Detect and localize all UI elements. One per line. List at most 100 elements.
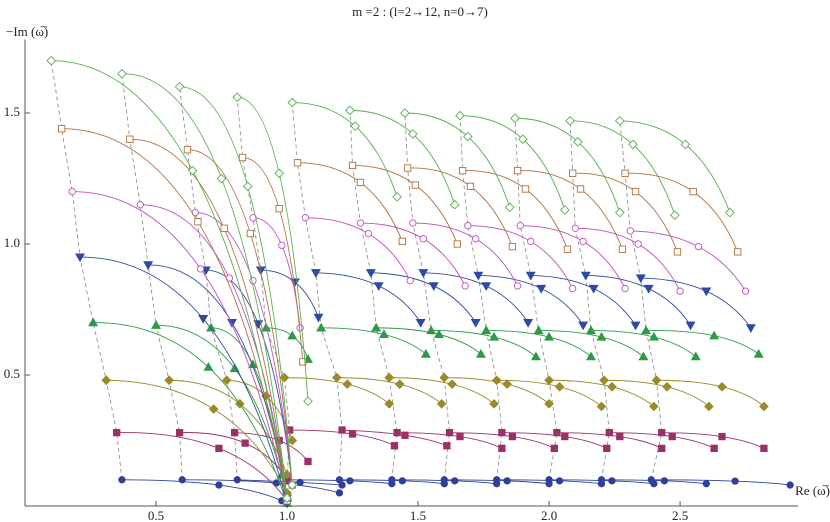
- series: [46, 55, 735, 503]
- marker: [628, 139, 638, 150]
- curve: [572, 172, 678, 253]
- marker: [647, 476, 655, 484]
- marker: [605, 428, 613, 437]
- marker: [434, 329, 444, 339]
- curve: [646, 329, 759, 355]
- marker: [113, 428, 121, 437]
- dashed-connector: [404, 112, 450, 480]
- curve: [72, 191, 288, 501]
- dashed-connector: [349, 110, 398, 480]
- marker: [621, 169, 629, 177]
- marker: [215, 444, 223, 453]
- series: [68, 187, 750, 505]
- marker: [299, 358, 307, 366]
- curve: [121, 479, 282, 502]
- marker: [473, 271, 484, 281]
- marker: [287, 480, 298, 490]
- curve: [520, 225, 626, 289]
- marker: [690, 351, 701, 361]
- marker: [597, 476, 606, 484]
- marker: [508, 242, 517, 251]
- marker: [398, 477, 406, 485]
- marker: [571, 224, 579, 232]
- marker: [573, 136, 583, 147]
- marker: [364, 229, 372, 238]
- marker: [525, 271, 536, 281]
- marker: [741, 287, 750, 295]
- marker: [463, 131, 473, 142]
- marker: [384, 398, 395, 409]
- marker: [554, 381, 565, 392]
- marker: [287, 330, 298, 340]
- curve: [407, 167, 513, 247]
- marker: [406, 277, 414, 285]
- marker: [401, 431, 409, 439]
- marker: [536, 284, 547, 294]
- marker: [521, 185, 530, 193]
- marker: [676, 287, 684, 295]
- marker: [565, 116, 575, 126]
- marker: [579, 237, 587, 246]
- marker: [745, 324, 756, 333]
- marker: [709, 330, 720, 340]
- marker: [230, 428, 239, 437]
- marker: [443, 442, 451, 450]
- marker: [621, 284, 629, 293]
- x-tick-label: 1.5: [410, 508, 426, 522]
- marker: [293, 159, 302, 167]
- marker: [274, 168, 285, 179]
- curve: [530, 274, 636, 326]
- marker: [287, 97, 298, 108]
- marker: [356, 219, 365, 227]
- marker: [342, 379, 353, 390]
- marker: [313, 313, 324, 323]
- curve: [431, 330, 537, 358]
- marker: [392, 192, 402, 202]
- marker: [694, 242, 703, 251]
- marker: [649, 401, 659, 412]
- marker: [118, 476, 126, 484]
- curve: [515, 117, 621, 213]
- marker: [101, 375, 112, 386]
- marker: [586, 325, 596, 335]
- marker: [407, 129, 418, 139]
- marker: [58, 125, 66, 133]
- marker: [760, 444, 768, 453]
- marker: [348, 430, 357, 438]
- marker: [365, 269, 376, 278]
- marker: [689, 187, 697, 196]
- marker: [208, 404, 219, 414]
- marker: [630, 321, 641, 331]
- marker: [710, 444, 718, 453]
- marker: [143, 261, 154, 271]
- marker: [310, 269, 321, 278]
- curve: [140, 204, 288, 499]
- marker: [508, 432, 517, 441]
- curve: [478, 274, 584, 326]
- marker: [470, 318, 481, 328]
- marker: [88, 317, 99, 327]
- marker: [576, 185, 585, 193]
- marker: [75, 253, 85, 263]
- marker: [409, 219, 417, 227]
- marker: [580, 271, 591, 281]
- dashed-connector: [291, 102, 343, 480]
- marker: [493, 476, 501, 484]
- marker: [481, 325, 492, 335]
- marker: [643, 284, 654, 294]
- marker: [439, 372, 450, 383]
- marker: [420, 348, 431, 358]
- marker: [174, 81, 185, 92]
- curve: [315, 272, 422, 323]
- curve: [349, 109, 456, 205]
- marker: [527, 237, 535, 246]
- marker: [544, 375, 554, 386]
- marker: [393, 428, 401, 437]
- curve: [625, 172, 739, 253]
- marker: [717, 381, 727, 392]
- marker: [464, 222, 472, 230]
- marker: [670, 210, 680, 221]
- marker: [164, 375, 174, 386]
- marker: [350, 121, 360, 131]
- marker: [725, 207, 735, 218]
